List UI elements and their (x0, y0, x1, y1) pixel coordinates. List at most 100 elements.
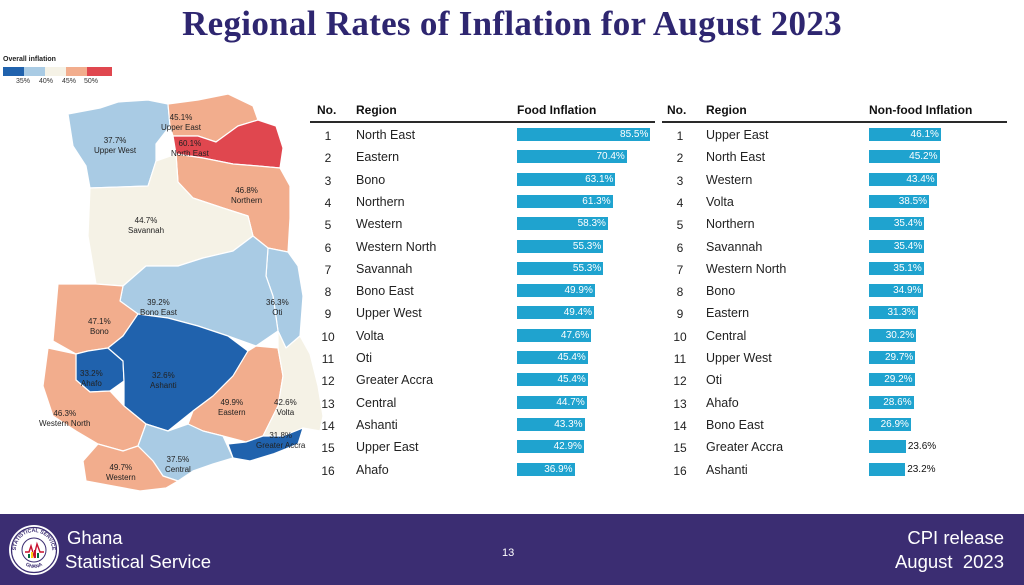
table-row: 8 Bono East 49.9% (310, 280, 655, 302)
bar (869, 261, 924, 275)
region-name: Upper West (706, 351, 772, 365)
col-header-region: Region (356, 103, 397, 117)
rank-number: 1 (324, 129, 332, 143)
rank-number: 13 (673, 396, 687, 411)
org-name-line2: Statistical Service (65, 551, 211, 572)
region-name: Western (706, 172, 753, 187)
bar (517, 351, 588, 364)
rank-number: 1 (676, 129, 684, 143)
rank-number: 2 (676, 151, 684, 166)
map-region-upper-west (67, 99, 171, 189)
bar (517, 284, 595, 298)
bar-value-label: 26.9% (880, 418, 909, 430)
rank-number: 14 (321, 418, 335, 433)
bar-value-label: 70.4% (596, 151, 625, 163)
map-label-western-north: 46.3% Western North (39, 409, 91, 428)
rank-number: 15 (321, 441, 335, 456)
table-row: 4 Northern 61.3% (310, 191, 655, 213)
bar-value-label: 47.6% (560, 329, 590, 341)
bar-value-label: 31.3% (887, 307, 916, 319)
region-name: Savannah (706, 239, 763, 254)
bar (517, 373, 588, 387)
bar (869, 462, 906, 476)
rank-number: 5 (324, 218, 332, 233)
bar (869, 128, 941, 141)
bar-value-label: 23.6% (907, 441, 937, 453)
table-row: 5 Western 58.3% (310, 213, 655, 235)
rank-number: 12 (673, 374, 687, 389)
bar-value-label: 61.3% (582, 195, 611, 207)
region-name: Central (706, 328, 747, 343)
region-name: Ashanti (356, 417, 398, 432)
legend-tick-40: 40% (39, 78, 54, 85)
table-row: 3 Western 43.4% (662, 169, 1007, 191)
table-row: 4 Volta 38.5% (662, 191, 1007, 213)
map-label-eastern: 49.9% Eastern (218, 398, 246, 417)
rank-number: 7 (324, 262, 332, 277)
table-row: 6 Western North 55.3% (310, 236, 655, 258)
rank-number: 12 (321, 374, 335, 389)
rank-number: 6 (324, 240, 332, 255)
bar (869, 440, 906, 454)
region-name: Eastern (706, 306, 750, 321)
legend-swatch-4 (66, 67, 87, 76)
bar-value-label: 49.4% (563, 307, 593, 319)
rank-number: 15 (673, 441, 687, 456)
region-name: Oti (706, 373, 722, 388)
bar-value-label: 34.9% (893, 285, 922, 297)
region-name: Bono (356, 172, 386, 187)
table-row: 12 Greater Accra 45.4% (310, 369, 655, 391)
map-region-western (82, 443, 179, 492)
bar (869, 217, 925, 231)
bar (517, 261, 604, 275)
table-row: 15 Upper East 42.9% (310, 436, 655, 458)
bar-value-label: 35.1% (893, 262, 922, 274)
bar (517, 150, 627, 164)
region-name: Bono (706, 284, 736, 299)
table-row: 9 Upper West 49.4% (310, 302, 655, 324)
table-row: 14 Ashanti 43.3% (310, 414, 655, 436)
ghana-statistical-service-logo: STATISTICAL SERVICE GHANA (9, 525, 59, 575)
bar (869, 150, 940, 164)
region-name: Bono East (356, 284, 414, 299)
bar (869, 395, 914, 409)
bar-value-label: 29.7% (884, 352, 914, 363)
region-name: Upper East (706, 128, 769, 142)
bar (517, 239, 604, 253)
region-name: Central (356, 395, 397, 410)
table-row: 5 Northern 35.4% (662, 213, 1007, 235)
bar-value-label: 58.3% (577, 218, 606, 230)
table-row: 16 Ahafo 36.9% (310, 459, 655, 481)
bar-value-label: 45.4% (557, 374, 586, 386)
table-row: 12 Oti 29.2% (662, 369, 1007, 391)
bar-value-label: 49.9% (564, 285, 593, 297)
bar-value-label: 38.5% (898, 195, 928, 207)
page-number: 13 (502, 547, 515, 559)
rank-number: 16 (673, 463, 687, 478)
release-title: CPI release (907, 527, 1004, 548)
region-name: Greater Accra (356, 373, 434, 388)
region-name: Upper West (356, 306, 422, 321)
bar-value-label: 45.2% (909, 151, 938, 163)
region-name: Greater Accra (706, 440, 784, 455)
bar-value-label: 85.5% (620, 129, 649, 140)
table-row: 2 Eastern 70.4% (310, 146, 655, 168)
table-row: 6 Savannah 35.4% (662, 236, 1007, 258)
header-divider (662, 121, 1007, 123)
rank-number: 16 (321, 463, 335, 478)
map-label-ashanti: 32.6% Ashanti (150, 371, 177, 390)
bar (517, 217, 608, 231)
rank-number: 11 (321, 352, 335, 366)
rank-number: 5 (676, 218, 684, 233)
rank-number: 6 (676, 240, 684, 255)
map-label-ahafo: 33.2% Ahafo (80, 369, 103, 388)
rank-number: 4 (324, 195, 332, 210)
rank-number: 14 (673, 418, 687, 433)
rank-number: 2 (324, 151, 332, 166)
bar (517, 417, 585, 431)
table-row: 13 Central 44.7% (310, 392, 655, 414)
bar (517, 328, 592, 342)
bar (517, 395, 587, 409)
org-name-line1: Ghana (67, 527, 123, 548)
header-divider (310, 121, 655, 123)
